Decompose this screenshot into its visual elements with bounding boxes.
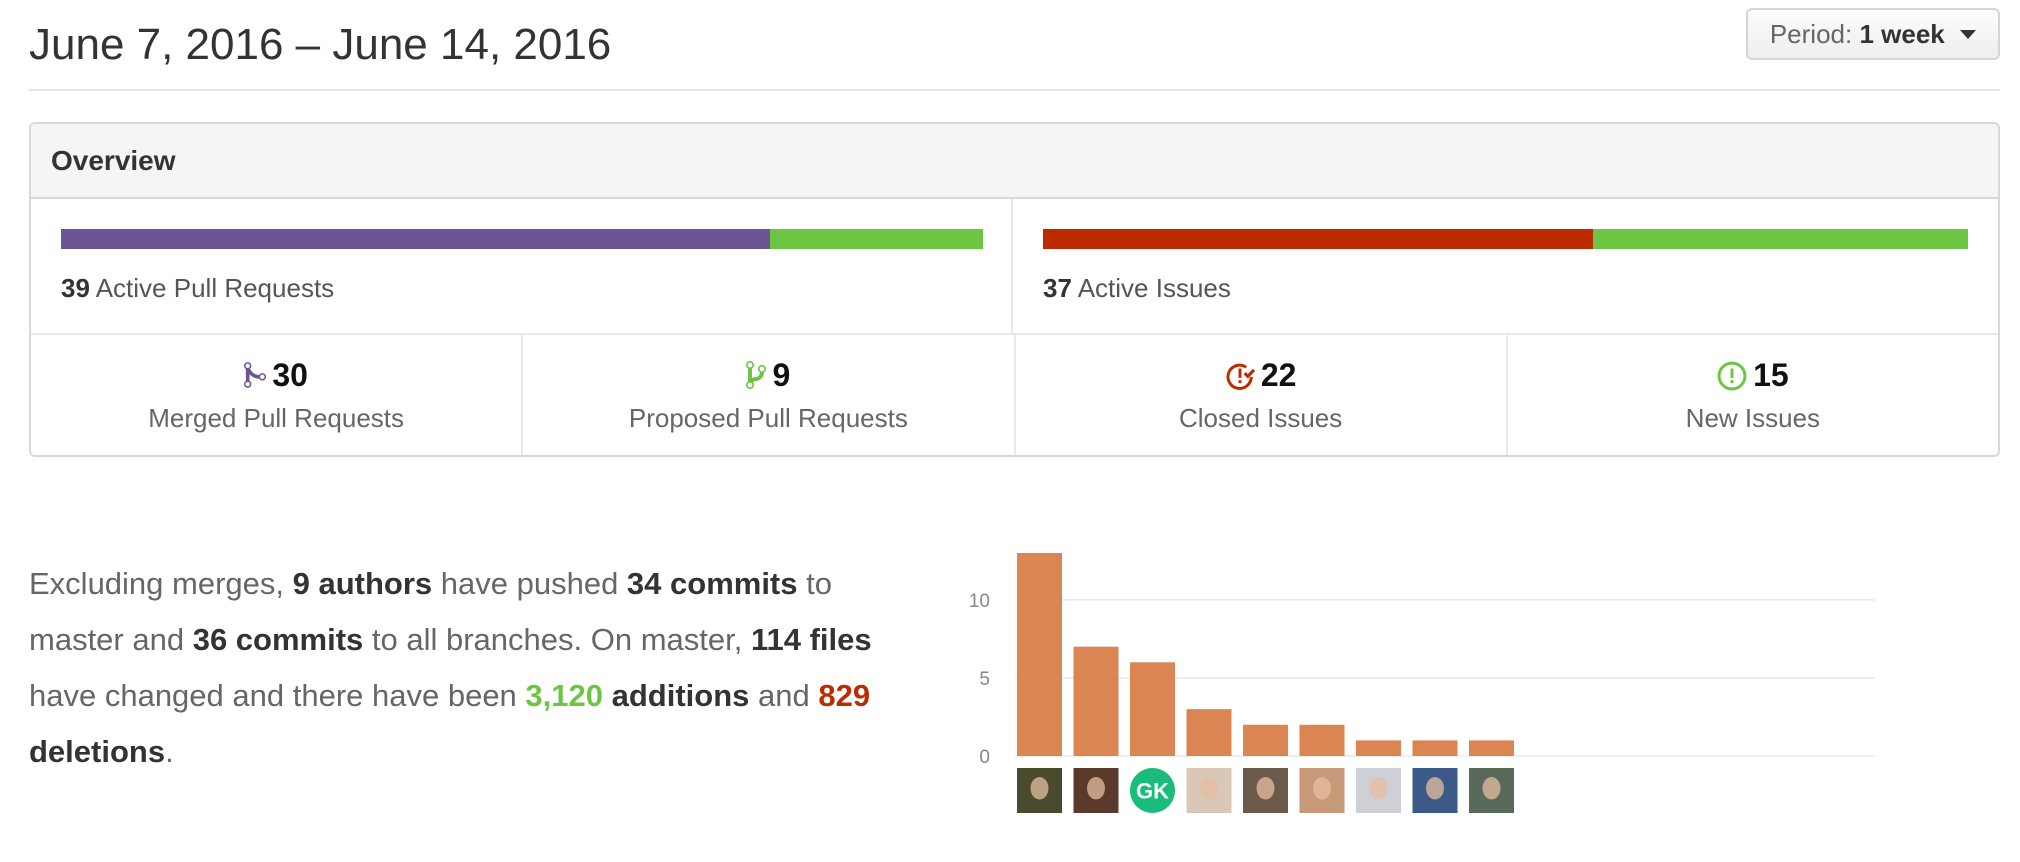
caret-down-icon [1960,29,1976,39]
new-issues-label: New Issues [1685,403,1821,433]
avatar-face [1313,777,1331,800]
commit-bar[interactable] [1243,724,1288,756]
active-pull-requests-label: 39 Active Pull Requests [61,273,334,304]
new-issues-stat[interactable]: 15 New Issues [1508,335,1998,455]
active-pr-text: Active Pull Requests [95,273,335,303]
closed-issues-count: 22 [1260,357,1297,393]
y-tick-label: 0 [979,747,990,768]
additions-label: additions [603,678,750,713]
overview-summary-row: 39 Active Pull Requests 37 Active Issues [31,199,1998,335]
summary-text-3: to master and [29,566,832,657]
active-issues-text: Active Issues [1077,273,1231,303]
period-value: 1 week [1859,19,1945,49]
issue-closed-icon [1226,363,1256,390]
summary-text-4: to all branches. On master, [363,622,751,657]
new-issues-count: 15 [1753,357,1789,393]
merged-pull-requests-stat[interactable]: 30 Merged Pull Requests [31,335,524,455]
commit-bar[interactable] [1299,724,1345,756]
avatar-face [1256,777,1275,800]
commit-summary-text: Excluding merges, 9 authors have pushed … [29,556,929,780]
y-tick-label: 10 [969,591,990,612]
overview-panel: Overview 39 Active Pull Requests 37 Acti… [29,122,2000,457]
commit-bar[interactable] [1356,740,1401,756]
overview-stats-row: 30 Merged Pull Requests 9 Proposed Pull … [31,335,1998,455]
commit-bar[interactable] [1412,740,1458,756]
closed-issues-segment [1043,229,1594,249]
git-pull-request-icon [746,361,767,389]
active-pull-requests-summary[interactable]: 39 Active Pull Requests [31,199,1013,333]
merged-pr-segment [61,229,771,249]
git-merge-icon [244,362,267,388]
proposed-pr-count: 9 [772,357,791,393]
y-tick-label: 5 [979,669,990,690]
proposed-pull-requests-stat[interactable]: 9 Proposed Pull Requests [523,335,1016,455]
active-issues-count: 37 [1043,273,1072,303]
issue-opened-icon [1717,361,1747,391]
commits-chart-svg: 0 5 10 GK [969,553,1875,813]
avatar-face [1087,777,1105,800]
author-avatar-initials: GK [1136,779,1169,804]
active-issues-label: 37 Active Issues [1043,273,1231,304]
active-issues-summary[interactable]: 37 Active Issues [1013,199,1998,333]
commits-by-author-chart: 0 5 10 GK [950,540,1880,840]
avatar-face [1426,777,1444,800]
deletions-count: 829 [818,678,871,713]
author-avatar[interactable] [1130,768,1175,813]
new-issues-segment [1593,229,1968,249]
merged-pr-label: Merged Pull Requests [148,403,405,433]
summary-text-6: and [749,678,819,713]
commit-bar[interactable] [1469,740,1514,756]
avatar-face [1369,777,1388,800]
master-commits-count: 34 commits [626,566,798,601]
issues-progress-bar [1043,229,1968,249]
active-pr-count: 39 [61,273,90,303]
summary-text-1: Excluding merges, [29,566,293,601]
avatar-face [1482,777,1501,800]
overview-title: Overview [31,124,1998,199]
commit-bar[interactable] [1130,662,1175,756]
summary-text-7: . [165,734,174,769]
all-branches-commits-count: 36 commits [192,622,364,657]
summary-text-5: have changed and there have been [29,678,526,713]
avatar-face [1200,777,1218,800]
files-changed-count: 114 files [750,622,872,657]
date-range-title: June 7, 2016 – June 14, 2016 [29,20,612,69]
commit-bar[interactable] [1017,553,1062,756]
closed-issues-stat[interactable]: 22 Closed Issues [1016,335,1508,455]
proposed-pr-label: Proposed Pull Requests [628,403,908,433]
commit-bar[interactable] [1073,646,1119,756]
closed-issues-label: Closed Issues [1178,403,1343,433]
authors-count: 9 authors [292,566,433,601]
period-label: Period: [1769,19,1853,49]
period-select-button[interactable]: Period: 1 week [1745,8,2000,60]
commit-bar[interactable] [1186,709,1232,756]
page-header: June 7, 2016 – June 14, 2016 Period: 1 w… [29,0,2000,91]
merged-pr-count: 30 [272,357,308,393]
avatar-face [1030,777,1049,800]
additions-count: 3,120 [525,678,603,713]
summary-text-2: have pushed [432,566,627,601]
proposed-pr-segment [770,229,983,249]
pull-requests-progress-bar [61,229,983,249]
deletions-label: deletions [29,734,166,769]
